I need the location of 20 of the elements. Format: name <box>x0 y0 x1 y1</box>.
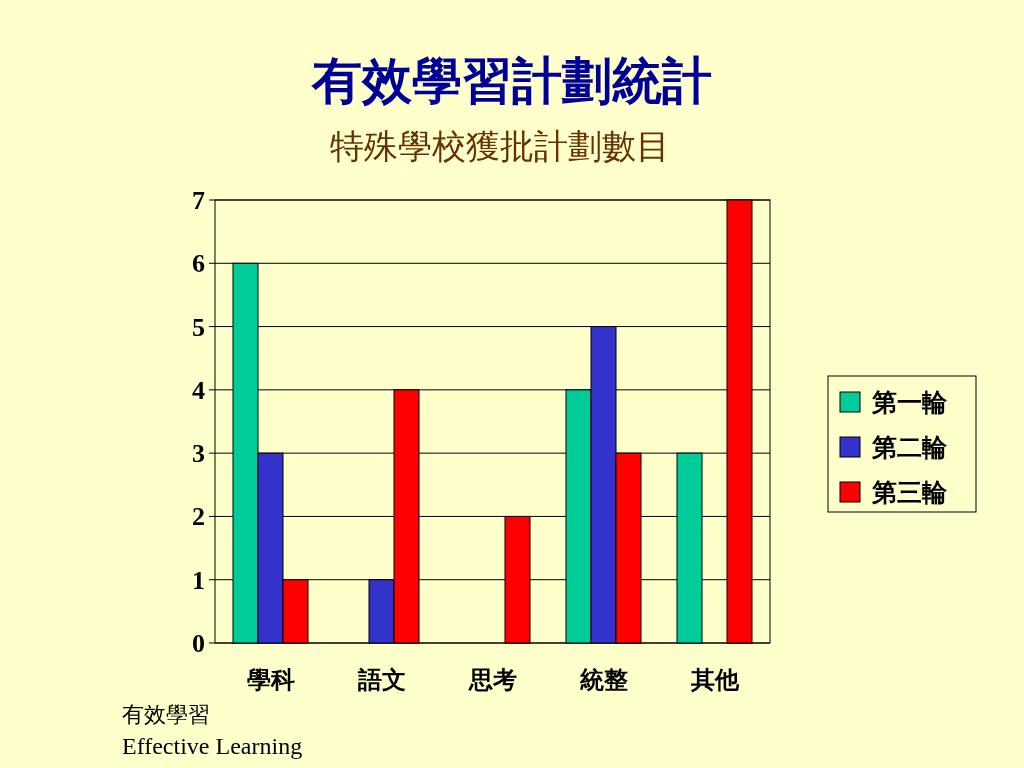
x-tick-label: 思考 <box>467 667 517 693</box>
y-tick-label: 2 <box>192 502 205 532</box>
y-tick-label: 3 <box>192 439 205 469</box>
legend-label: 第三輪 <box>871 479 948 506</box>
chart-title: 有效學習計劃統計 <box>311 53 712 109</box>
text: 有效學習 <box>122 702 210 727</box>
text: Effective Learning <box>122 733 303 759</box>
y-tick-label: 7 <box>192 186 205 215</box>
y-tick-label: 6 <box>192 249 205 279</box>
y-tick-label: 4 <box>192 375 205 405</box>
y-tick-label: 0 <box>192 629 205 658</box>
chart-subtitle: 特殊學校獲批計劃數目 <box>330 128 670 165</box>
x-tick-label: 統整 <box>578 667 628 693</box>
legend-label: 第一輪 <box>871 389 948 416</box>
x-tick-label: 學科 <box>246 667 295 693</box>
x-tick-label: 其他 <box>689 667 740 693</box>
legend-label: 第二輪 <box>871 434 948 461</box>
y-tick-label: 1 <box>192 565 205 595</box>
x-tick-label: 語文 <box>356 667 406 693</box>
y-tick-label: 5 <box>192 312 205 342</box>
